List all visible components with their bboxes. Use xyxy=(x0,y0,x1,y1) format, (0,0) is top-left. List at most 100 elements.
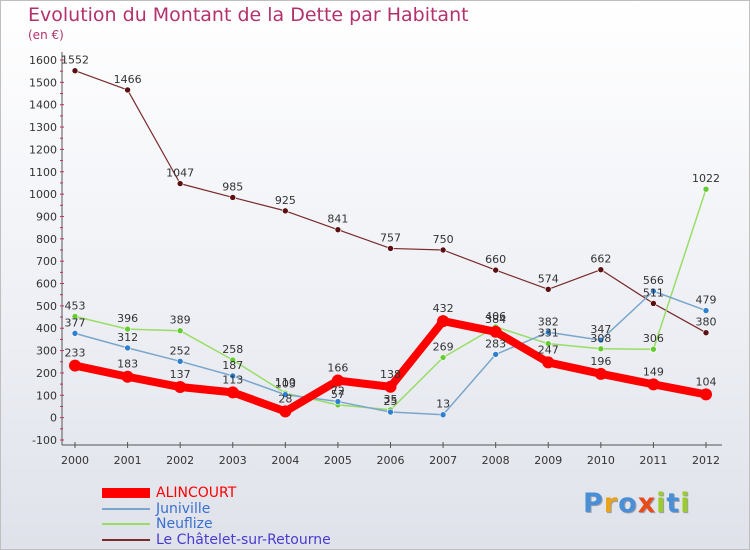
legend-item: ALINCOURT xyxy=(102,485,236,501)
data-point xyxy=(229,372,237,380)
data-point xyxy=(124,344,131,352)
x-tick-label: 2010 xyxy=(587,454,615,467)
y-tick-label: 100 xyxy=(36,389,57,402)
data-point xyxy=(226,386,239,399)
y-tick-label: 0 xyxy=(50,412,57,425)
data-label: 479 xyxy=(696,294,717,307)
chart-unit-label: (en €) xyxy=(28,28,64,42)
data-label: 306 xyxy=(643,332,664,345)
data-label: 380 xyxy=(696,316,717,329)
data-label: 750 xyxy=(433,233,454,246)
y-tick-label: 200 xyxy=(36,367,57,380)
y-tick-label: 600 xyxy=(36,278,57,291)
data-label: 308 xyxy=(590,332,611,345)
data-label: 113 xyxy=(222,373,243,386)
data-point xyxy=(594,367,607,380)
data-label: 453 xyxy=(65,299,86,312)
series-1 xyxy=(71,287,710,419)
x-tick-label: 2006 xyxy=(377,454,405,467)
data-point xyxy=(71,67,79,75)
data-label: 233 xyxy=(65,347,86,360)
legend-swatch xyxy=(102,539,150,541)
data-label: 312 xyxy=(117,331,138,344)
data-label: 28 xyxy=(278,392,292,405)
data-label: 1552 xyxy=(61,54,89,67)
x-tick-label: 2008 xyxy=(482,454,510,467)
data-point xyxy=(597,345,605,353)
data-point xyxy=(334,226,342,233)
data-point xyxy=(176,180,184,187)
y-tick-label: 1000 xyxy=(29,188,57,201)
data-label: 138 xyxy=(380,368,401,381)
data-point xyxy=(387,408,394,416)
data-point xyxy=(384,380,397,393)
data-label: 137 xyxy=(170,368,191,381)
data-point xyxy=(492,266,499,274)
data-point xyxy=(176,358,184,365)
data-label: 382 xyxy=(538,315,559,328)
data-label: 35 xyxy=(384,393,398,406)
legend-item: Juniville xyxy=(102,501,210,517)
x-tick-label: 2003 xyxy=(219,454,247,467)
legend-swatch xyxy=(102,508,150,510)
data-label: 183 xyxy=(117,358,138,371)
data-point xyxy=(71,313,79,320)
data-point xyxy=(124,86,131,94)
legend-label: ALINCOURT xyxy=(156,485,237,501)
x-tick-label: 2002 xyxy=(166,454,194,467)
data-label: 1022 xyxy=(692,172,720,185)
data-label: 1466 xyxy=(114,73,142,86)
series-line xyxy=(74,70,707,334)
data-point xyxy=(121,370,134,383)
data-label: 57 xyxy=(331,388,345,401)
data-label: 396 xyxy=(117,312,138,325)
data-label: 283 xyxy=(485,337,506,350)
data-point xyxy=(176,327,184,334)
data-point xyxy=(69,359,81,372)
data-point xyxy=(702,307,710,314)
y-tick-label: 300 xyxy=(36,345,57,358)
x-tick-label: 2005 xyxy=(324,454,352,467)
y-tick-label: 900 xyxy=(36,210,57,223)
y-tick-label: 700 xyxy=(36,255,57,268)
data-point xyxy=(492,351,499,358)
data-label: 662 xyxy=(590,253,611,266)
data-label: 347 xyxy=(590,323,611,336)
data-label: 925 xyxy=(275,194,296,207)
data-label: 103 xyxy=(275,378,296,391)
data-label: 72 xyxy=(331,385,345,398)
data-point xyxy=(124,325,131,333)
y-tick-label: 1500 xyxy=(29,76,57,89)
chart-title: Evolution du Montant de la Dette par Hab… xyxy=(28,4,469,26)
data-point xyxy=(650,287,657,295)
data-label: 406 xyxy=(485,310,506,323)
data-point xyxy=(174,381,187,394)
data-point xyxy=(647,378,660,391)
data-label: 13 xyxy=(436,398,450,411)
data-label: 389 xyxy=(170,314,191,327)
data-label: 247 xyxy=(538,343,559,356)
data-point xyxy=(544,340,552,347)
data-label: 149 xyxy=(643,365,664,378)
data-label: 252 xyxy=(170,344,191,357)
legend-swatch xyxy=(102,488,150,498)
y-tick-label: 1200 xyxy=(29,143,57,156)
data-label: 196 xyxy=(590,355,611,368)
y-tick-label: 400 xyxy=(36,322,57,335)
data-label: 841 xyxy=(327,213,348,226)
legend-swatch xyxy=(102,523,150,525)
y-tick-label: 1600 xyxy=(29,54,57,67)
data-point xyxy=(650,345,657,353)
data-label: 511 xyxy=(643,286,664,299)
data-point xyxy=(702,185,710,193)
data-point xyxy=(229,194,237,201)
data-point xyxy=(71,330,79,337)
x-tick-label: 2011 xyxy=(639,454,667,467)
x-tick-label: 2009 xyxy=(534,454,562,467)
data-label: 660 xyxy=(485,253,506,266)
legend-label: Le Châtelet-sur-Retourne xyxy=(156,532,331,548)
legend-label: Neuflize xyxy=(156,516,213,532)
y-tick-label: 1400 xyxy=(29,99,57,112)
series-0 xyxy=(69,315,712,418)
